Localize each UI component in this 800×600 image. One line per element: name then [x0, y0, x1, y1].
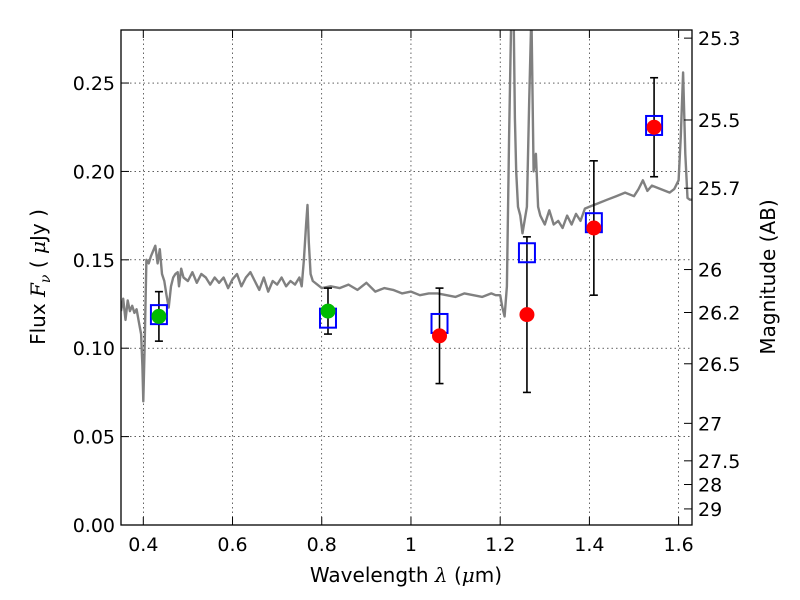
right-tick-label: 27	[698, 413, 722, 435]
right-axis-label: Magnitude (AB)	[756, 199, 780, 354]
y-axis-label: Flux Fν ( μJy )	[26, 209, 54, 345]
plot-frame	[120, 29, 693, 526]
observed-point	[586, 220, 602, 236]
right-tick-label: 25.7	[698, 178, 740, 200]
right-tick-label: 26	[698, 260, 722, 282]
y-tick-label: 0.10	[73, 338, 115, 360]
y-tick-label: 0.25	[73, 73, 115, 95]
x-tick-label: 1.4	[574, 534, 604, 556]
right-tick-label: 26.5	[698, 354, 740, 376]
right-tick-label: 28	[698, 475, 722, 497]
right-tick-label: 25.5	[698, 110, 740, 132]
right-tick-label: 27.5	[698, 451, 740, 473]
observed-point	[320, 303, 336, 319]
x-tick-label: 0.8	[307, 534, 337, 556]
axis-ticks: 0.4 0.6 0.8 1 1.2 1.4 1.6 0.00 0.05 0.10 0.15 0.20 0…	[73, 28, 741, 556]
right-tick-label: 26.2	[698, 303, 740, 325]
x-tick-label: 1.6	[664, 534, 694, 556]
observed-point	[519, 307, 535, 323]
right-tick-label: 25.3	[698, 28, 740, 50]
x-tick-label: 1.2	[485, 534, 515, 556]
y-tick-label: 0.15	[73, 250, 115, 272]
model-photometry-box	[149, 304, 168, 326]
grid-lines	[121, 30, 692, 525]
model-photometry-box	[645, 114, 664, 136]
x-tick-label: 0.4	[128, 534, 158, 556]
y-tick-label: 0.05	[73, 427, 115, 449]
x-tick-label: 0.6	[217, 534, 247, 556]
y-tick-label: 0.00	[73, 515, 115, 537]
model-photometry-box	[517, 242, 536, 264]
right-tick-label: 29	[698, 499, 722, 521]
plot-content	[121, 30, 692, 403]
observed-point	[151, 308, 167, 324]
x-tick-label: 1	[405, 534, 417, 556]
model-spectrum-line	[121, 30, 692, 403]
observed-point	[646, 119, 662, 135]
observed-point	[432, 328, 448, 344]
x-axis-label: Wavelength λ (μm)	[310, 563, 502, 587]
y-tick-label: 0.20	[73, 161, 115, 183]
